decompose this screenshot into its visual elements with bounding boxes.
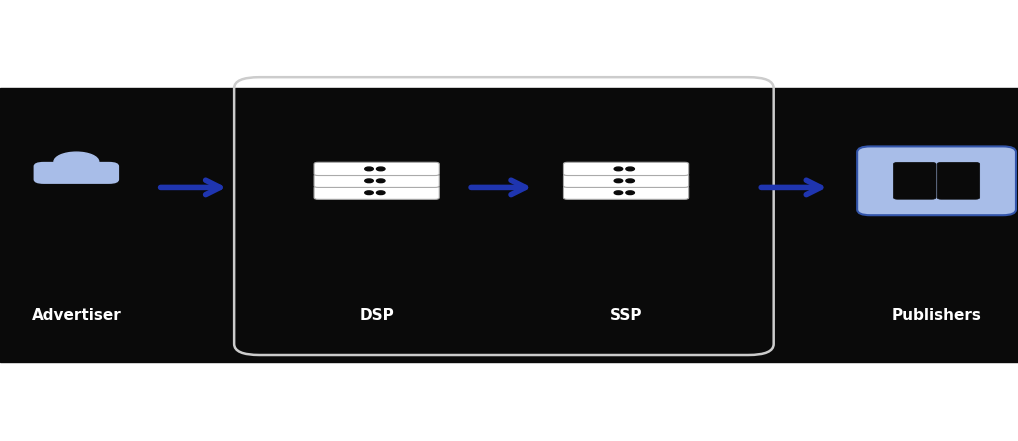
Circle shape	[364, 191, 374, 194]
FancyBboxPatch shape	[857, 146, 1016, 215]
FancyBboxPatch shape	[563, 162, 688, 176]
Text: Publishers: Publishers	[892, 308, 981, 323]
Circle shape	[626, 191, 634, 194]
Bar	[0, 88, 1018, 362]
FancyBboxPatch shape	[563, 186, 688, 199]
FancyBboxPatch shape	[314, 174, 439, 187]
Circle shape	[377, 191, 385, 194]
FancyBboxPatch shape	[894, 162, 936, 199]
Text: SSP: SSP	[610, 308, 642, 323]
Circle shape	[54, 152, 99, 172]
Circle shape	[614, 179, 623, 183]
Circle shape	[377, 167, 385, 171]
Circle shape	[614, 191, 623, 194]
Circle shape	[626, 167, 634, 171]
FancyBboxPatch shape	[34, 162, 119, 184]
Text: DSP: DSP	[359, 308, 394, 323]
Circle shape	[614, 167, 623, 171]
Ellipse shape	[40, 169, 113, 182]
Circle shape	[377, 179, 385, 183]
FancyBboxPatch shape	[938, 162, 979, 199]
FancyBboxPatch shape	[314, 162, 439, 176]
FancyBboxPatch shape	[563, 174, 688, 187]
FancyBboxPatch shape	[314, 186, 439, 199]
Text: Advertiser: Advertiser	[32, 308, 121, 323]
Circle shape	[364, 167, 374, 171]
Circle shape	[364, 179, 374, 183]
Circle shape	[626, 179, 634, 183]
